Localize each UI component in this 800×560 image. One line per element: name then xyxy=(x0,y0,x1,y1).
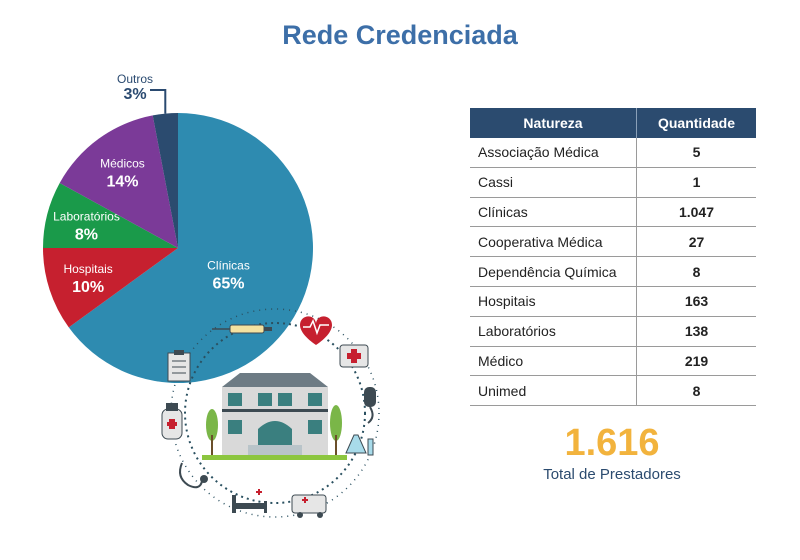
table-cell-natureza: Médico xyxy=(470,346,637,377)
pie-slice-medicos xyxy=(59,115,179,248)
pie-label-medicos-name: Médicos xyxy=(100,157,145,171)
page-title: Rede Credenciada xyxy=(282,20,518,50)
pie-label-medicos-pct: 14% xyxy=(106,174,138,191)
pie-slice-clinicas xyxy=(68,113,313,384)
hospital-building-icon xyxy=(202,373,347,460)
table-row: Laboratórios 138 xyxy=(470,316,756,347)
pie-callout-line xyxy=(150,89,167,114)
pie-slice-outros xyxy=(152,113,178,248)
table-row: Cassi 1 xyxy=(470,167,756,198)
table-row: Clínicas 1.047 xyxy=(470,197,756,228)
table-cell-natureza: Laboratórios xyxy=(470,316,637,347)
table-cell-natureza: Dependência Química xyxy=(470,256,637,287)
first-aid-kit-icon xyxy=(339,344,369,368)
table-row: Cooperativa Médica 27 xyxy=(470,226,756,258)
table-cell-natureza: Hospitais xyxy=(470,286,637,317)
syringe-icon xyxy=(212,324,272,334)
pie-label-laboratorios-pct: 8% xyxy=(75,226,98,243)
prestadores-table: Natureza Quantidade Associação Médica 5 … xyxy=(470,108,756,407)
pie-slice-laboratorios xyxy=(43,182,178,248)
table-cell-quantidade: 1 xyxy=(636,167,756,198)
table-header-quantidade: Quantidade xyxy=(636,108,756,138)
pie-label-hospitais-name: Hospitais xyxy=(63,262,112,276)
table-cell-natureza: Associação Médica xyxy=(470,138,637,168)
pie-slice-hospitais xyxy=(43,248,178,328)
pie-chart: Clínicas 65% Hospitais 10% Laboratórios 8% Méd… xyxy=(43,89,313,384)
stethoscope-icon xyxy=(364,387,376,424)
table-row: Associação Médica 5 xyxy=(470,138,756,168)
table-row: Unimed 8 xyxy=(470,375,756,407)
pie-label-clinicas-pct: 65% xyxy=(213,276,245,293)
total-label: Total de Prestadores xyxy=(543,466,681,483)
dotted-circle-outer xyxy=(170,308,380,518)
lab-flask-icon xyxy=(345,434,374,456)
ambulance-icon xyxy=(291,494,327,518)
table-cell-quantidade: 27 xyxy=(636,226,756,258)
pie-label-hospitais-pct: 10% xyxy=(72,279,104,296)
stethoscope-icon xyxy=(179,462,208,489)
table-header-natureza: Natureza xyxy=(470,108,637,138)
table-row: Dependência Química 8 xyxy=(470,256,756,287)
table-cell-quantidade: 5 xyxy=(636,138,756,168)
table-header-row: Natureza Quantidade xyxy=(470,108,756,138)
healthcare-illustration xyxy=(161,308,380,518)
clipboard-icon xyxy=(167,350,191,382)
table-cell-quantidade: 219 xyxy=(636,346,756,377)
table-cell-natureza: Cassi xyxy=(470,167,637,198)
table-cell-natureza: Clínicas xyxy=(470,197,637,228)
table-cell-quantidade: 8 xyxy=(636,375,756,407)
total-value: 1.616 xyxy=(564,422,660,464)
pie-label-laboratorios-name: Laboratórios xyxy=(53,209,120,223)
dotted-circle xyxy=(184,322,366,504)
table-row: Médico 219 xyxy=(470,346,756,377)
pie-label-outros-pct: 3% xyxy=(123,86,147,103)
hospital-bed-icon xyxy=(232,489,267,513)
table-cell-quantidade: 8 xyxy=(636,256,756,287)
table-cell-natureza: Cooperativa Médica xyxy=(470,226,637,258)
table-cell-quantidade: 163 xyxy=(636,286,756,317)
pie-label-clinicas-name: Clínicas xyxy=(207,259,250,273)
table-row: Hospitais 163 xyxy=(470,286,756,317)
table-cell-quantidade: 138 xyxy=(636,316,756,347)
pie-label-outros-name: Outros xyxy=(116,72,153,86)
table-cell-natureza: Unimed xyxy=(470,375,637,407)
medicine-bottle-icon xyxy=(161,403,183,440)
heart-pulse-icon xyxy=(300,316,332,345)
table-cell-quantidade: 1.047 xyxy=(636,197,756,228)
